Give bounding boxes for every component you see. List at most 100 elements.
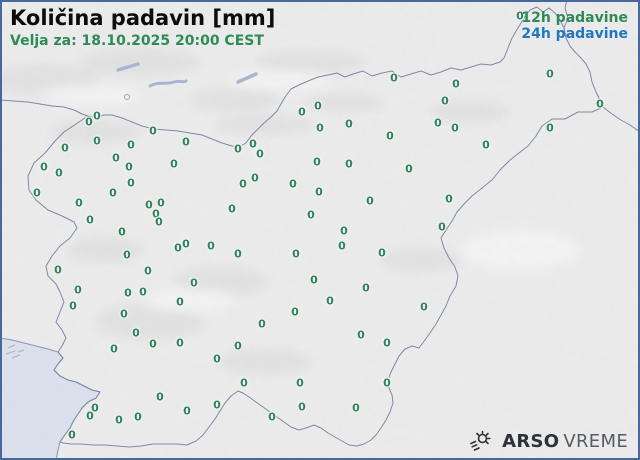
station-value: 0 bbox=[291, 305, 299, 319]
station-value: 0 bbox=[86, 213, 94, 227]
station-value: 0 bbox=[357, 328, 365, 342]
station-value: 0 bbox=[405, 162, 413, 176]
station-value: 0 bbox=[190, 276, 198, 290]
station-value: 0 bbox=[298, 105, 306, 119]
legend: 12h padavine 24h padavine bbox=[521, 10, 628, 42]
station-value: 0 bbox=[156, 390, 164, 404]
station-value: 0 bbox=[170, 157, 178, 171]
legend-toggle-12h-padavine[interactable]: 12h padavine bbox=[521, 10, 628, 26]
station-value: 0 bbox=[93, 109, 101, 123]
station-value: 0 bbox=[134, 410, 142, 424]
station-value: 0 bbox=[434, 116, 442, 130]
station-value: 0 bbox=[313, 155, 321, 169]
station-value: 0 bbox=[314, 99, 322, 113]
station-value: 0 bbox=[155, 215, 163, 229]
station-value: 0 bbox=[451, 121, 459, 135]
page-title: Količina padavin [mm] bbox=[10, 6, 276, 30]
station-value: 0 bbox=[125, 160, 133, 174]
station-value: 0 bbox=[249, 137, 257, 151]
station-value: 0 bbox=[54, 263, 62, 277]
station-value: 0 bbox=[127, 138, 135, 152]
station-value: 0 bbox=[362, 281, 370, 295]
station-value: 0 bbox=[213, 398, 221, 412]
station-value: 0 bbox=[298, 400, 306, 414]
station-value: 0 bbox=[118, 225, 126, 239]
station-value: 0 bbox=[338, 239, 346, 253]
station-value: 0 bbox=[139, 285, 147, 299]
station-value: 0 bbox=[228, 202, 236, 216]
legend-toggle-24h-padavine[interactable]: 24h padavine bbox=[521, 26, 628, 42]
station-value: 0 bbox=[40, 160, 48, 174]
station-value: 0 bbox=[68, 428, 76, 442]
station-value: 0 bbox=[239, 177, 247, 191]
station-value: 0 bbox=[123, 248, 131, 262]
station-value: 0 bbox=[69, 299, 77, 313]
logo-text: ARSO VREME bbox=[502, 431, 628, 452]
header: Količina padavin [mm] Velja za: 18.10.20… bbox=[10, 6, 275, 49]
station-value: 0 bbox=[127, 176, 135, 190]
station-value: 0 bbox=[61, 141, 69, 155]
station-value: 0 bbox=[546, 121, 554, 135]
station-value: 0 bbox=[149, 124, 157, 138]
arso-vreme-logo[interactable]: ARSO VREME bbox=[468, 429, 628, 453]
station-value: 0 bbox=[183, 404, 191, 418]
station-value: 0 bbox=[516, 9, 524, 23]
station-value: 0 bbox=[438, 220, 446, 234]
station-value: 0 bbox=[251, 171, 259, 185]
station-value: 0 bbox=[378, 246, 386, 260]
station-value: 0 bbox=[112, 151, 120, 165]
station-value: 0 bbox=[345, 157, 353, 171]
station-value: 0 bbox=[144, 264, 152, 278]
station-value: 0 bbox=[596, 97, 604, 111]
station-value: 0 bbox=[352, 401, 360, 415]
station-value: 0 bbox=[256, 147, 264, 161]
station-value: 0 bbox=[182, 237, 190, 251]
station-value: 0 bbox=[152, 207, 160, 221]
logo-agency: ARSO bbox=[502, 430, 560, 452]
station-value: 0 bbox=[383, 336, 391, 350]
station-value: 0 bbox=[234, 339, 242, 353]
station-value: 0 bbox=[315, 185, 323, 199]
station-value: 0 bbox=[445, 192, 453, 206]
station-value: 0 bbox=[110, 342, 118, 356]
station-value: 0 bbox=[74, 283, 82, 297]
station-value: 0 bbox=[234, 247, 242, 261]
station-value: 0 bbox=[124, 286, 132, 300]
station-value: 0 bbox=[386, 129, 394, 143]
station-value: 0 bbox=[149, 337, 157, 351]
station-value: 0 bbox=[120, 307, 128, 321]
station-value: 0 bbox=[482, 138, 490, 152]
station-value: 0 bbox=[326, 294, 334, 308]
station-value: 0 bbox=[86, 409, 94, 423]
station-value: 0 bbox=[33, 186, 41, 200]
valid-time-label: Velja za: 18.10.2025 20:00 CEST bbox=[10, 33, 264, 49]
station-value: 0 bbox=[316, 121, 324, 135]
station-value: 0 bbox=[258, 317, 266, 331]
station-value: 0 bbox=[296, 376, 304, 390]
station-value: 0 bbox=[307, 208, 315, 222]
station-value: 0 bbox=[174, 241, 182, 255]
station-value: 0 bbox=[213, 352, 221, 366]
station-value: 0 bbox=[383, 376, 391, 390]
station-value: 0 bbox=[176, 336, 184, 350]
station-value: 0 bbox=[240, 376, 248, 390]
station-value: 0 bbox=[182, 135, 190, 149]
station-value: 0 bbox=[289, 177, 297, 191]
station-value: 0 bbox=[452, 77, 460, 91]
station-value: 0 bbox=[234, 142, 242, 156]
station-value: 0 bbox=[390, 71, 398, 85]
station-value: 0 bbox=[310, 273, 318, 287]
station-value: 0 bbox=[176, 295, 184, 309]
station-value: 0 bbox=[55, 166, 63, 180]
station-value: 0 bbox=[268, 410, 276, 424]
station-value: 0 bbox=[546, 67, 554, 81]
station-value: 0 bbox=[85, 115, 93, 129]
sun-wind-icon bbox=[470, 430, 491, 451]
station-value: 0 bbox=[157, 196, 165, 210]
station-value: 0 bbox=[207, 239, 215, 253]
station-value: 0 bbox=[91, 401, 99, 415]
